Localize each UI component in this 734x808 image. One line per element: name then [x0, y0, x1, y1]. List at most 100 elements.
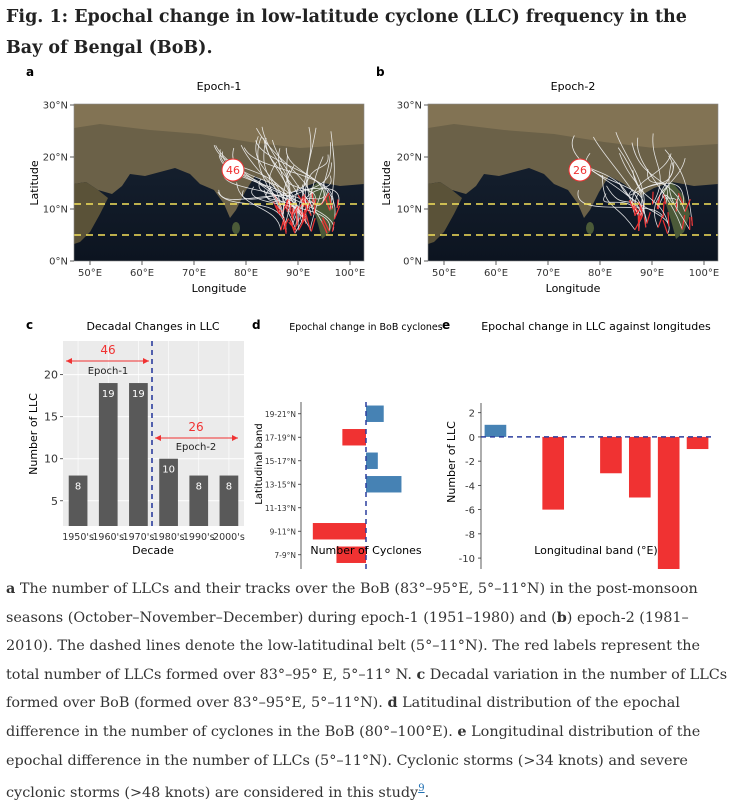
panel-a-xlabel: Longitude: [192, 282, 247, 295]
x-tick-label: 1970's: [123, 532, 155, 543]
y-tick-label: -2: [465, 457, 475, 468]
land-sri-lanka: [232, 222, 240, 234]
epoch2-label: Epoch-2: [176, 442, 217, 453]
negative-bar: [313, 523, 366, 539]
y-tick-label: -10: [459, 554, 475, 565]
panel-b-map-area: [428, 104, 718, 261]
y-tick-label: 5: [51, 495, 58, 508]
epoch1-total: 46: [100, 343, 115, 357]
panel-c-title: Decadal Changes in LLC: [86, 320, 219, 333]
figure-panels: a Epoch-1 46 50°E 60°E 70°E 80°E 90°E 100°E 0°…: [0, 64, 734, 569]
y-tick-label: 10°N: [43, 205, 68, 216]
panel-c-ylabel: Number of LLC: [27, 393, 40, 475]
x-tick-label: 70°E: [536, 268, 560, 279]
panel-d-title: Epochal change in BoB cyclones: [289, 322, 442, 333]
caption-label-a: a: [6, 580, 15, 597]
panel-d-ylabel: Latitudinal band: [254, 423, 265, 504]
x-tick-label: 90°E: [640, 268, 664, 279]
caption-label-d: d: [387, 694, 397, 711]
y-tick-label: -8: [465, 530, 475, 541]
y-tick-label: 7-9°N: [274, 551, 296, 560]
y-tick-label: 17-19°N: [265, 433, 296, 442]
epoch1-count-badge: 46: [222, 159, 244, 181]
bar-value-label: 19: [102, 389, 115, 400]
x-tick-label: 80°E: [234, 268, 258, 279]
y-tick-label: -6: [465, 506, 475, 517]
x-tick-label: 50°E: [78, 268, 102, 279]
y-tick-label: 20°N: [397, 153, 422, 164]
x-tick-label: 1980's: [153, 532, 185, 543]
bar-value-label: 10: [162, 465, 175, 476]
panel-c-letter: c: [26, 318, 33, 332]
y-tick-label: 2: [469, 409, 475, 420]
negative-bar: [658, 437, 680, 569]
y-tick-label: 9-11°N: [270, 527, 296, 536]
epoch1-label: Epoch-1: [88, 366, 129, 377]
cyclone-track-genesis: [663, 202, 664, 218]
panel-e-chart: e Epochal change in LLC against longitud…: [442, 318, 714, 569]
positive-bar: [485, 425, 507, 437]
epoch2-count-badge: 26: [569, 159, 591, 181]
panel-b-letter: b: [376, 65, 385, 79]
negative-bar: [629, 437, 651, 498]
panel-c-xlabel: Decade: [132, 544, 174, 557]
y-tick-label: 13-15°N: [265, 480, 296, 489]
x-tick-label: 60°E: [484, 268, 508, 279]
epoch2-total: 26: [188, 420, 203, 434]
positive-bar: [366, 453, 378, 469]
x-tick-label: 1960's: [92, 532, 124, 543]
y-tick-label: 19-21°N: [265, 410, 296, 419]
y-tick-label: -4: [465, 481, 475, 492]
panel-b-xlabel: Longitude: [546, 282, 601, 295]
x-tick-label: 1950's: [62, 532, 94, 543]
panel-e-letter: e: [442, 318, 450, 332]
panel-b-title: Epoch-2: [551, 80, 596, 93]
y-tick-label: 20: [44, 369, 58, 382]
x-tick-label: 1990's: [183, 532, 215, 543]
y-tick-label: 15: [44, 411, 58, 424]
cyclone-track-genesis: [652, 192, 653, 205]
negative-bar: [542, 437, 564, 510]
figure-title: Fig. 1: Epochal change in low-latitude c…: [6, 2, 728, 64]
x-tick-label: 70°E: [182, 268, 206, 279]
negative-bar: [342, 429, 366, 445]
panel-b-ylabel: Latitude: [380, 160, 393, 206]
negative-bar: [687, 437, 709, 449]
panel-a-ylabel: Latitude: [28, 160, 41, 206]
y-tick-label: 10: [44, 453, 58, 466]
x-tick-label: 90°E: [286, 268, 310, 279]
panel-e-xlabel: Longitudinal band (°E): [534, 544, 657, 557]
panel-e-ylabel: Number of LLC: [445, 421, 458, 503]
caption-label-b: b: [557, 609, 567, 626]
positive-bar: [366, 476, 401, 492]
y-tick-label: 0°N: [49, 257, 68, 268]
figure-caption: a The number of LLCs and their tracks ov…: [6, 575, 730, 808]
x-tick-label: 2000's: [213, 532, 245, 543]
bar: [99, 383, 118, 526]
panel-a-map-area: [74, 104, 364, 261]
x-tick-label: 80°E: [588, 268, 612, 279]
y-tick-label: 10°N: [397, 205, 422, 216]
caption-end: .: [425, 785, 430, 801]
y-tick-label: 30°N: [43, 101, 68, 112]
caption-label-e: e: [457, 723, 466, 740]
x-tick-label: 100°E: [689, 268, 719, 279]
y-tick-label: 15-17°N: [265, 457, 296, 466]
y-tick-label: 0°N: [403, 257, 422, 268]
y-tick-label: 20°N: [43, 153, 68, 164]
bar-value-label: 8: [226, 482, 232, 493]
cyclone-track-genesis: [692, 217, 693, 226]
caption-label-c: c: [416, 666, 425, 683]
x-tick-label: 60°E: [130, 268, 154, 279]
panel-a-title: Epoch-1: [197, 80, 242, 93]
bar-value-label: 8: [75, 482, 81, 493]
y-tick-label: 30°N: [397, 101, 422, 112]
panel-a-letter: a: [26, 65, 34, 79]
land-sri-lanka: [586, 222, 594, 234]
panel-d-xlabel: Number of Cyclones: [310, 544, 422, 557]
negative-bar: [600, 437, 622, 473]
y-tick-label: 0: [469, 433, 475, 444]
